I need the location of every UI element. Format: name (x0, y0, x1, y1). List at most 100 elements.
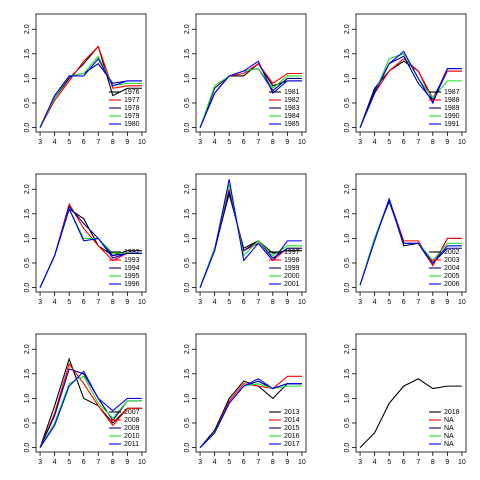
plot-frame (355, 173, 467, 293)
x-tick-label: 10 (138, 139, 146, 146)
legend-label: 2018 (444, 409, 460, 416)
y-tick-label: 1.5 (24, 49, 31, 59)
legend-label: 2005 (444, 273, 460, 280)
y-tick-label: 0.5 (344, 258, 351, 268)
y-tick-label: 2.0 (24, 344, 31, 354)
x-tick-label: 4 (213, 459, 217, 466)
x-tick-label: 10 (298, 139, 306, 146)
legend-label: 2016 (284, 433, 300, 440)
legend-label: 1983 (284, 105, 300, 112)
y-tick-label: 0.5 (184, 418, 191, 428)
legend-label: 1982 (284, 97, 300, 104)
x-tick-label: 6 (82, 459, 86, 466)
y-tick-label: 1.5 (24, 369, 31, 379)
x-tick-label: 7 (416, 139, 420, 146)
y-tick-label: 1.0 (344, 393, 351, 403)
y-tick-label: 1.0 (24, 393, 31, 403)
y-tick-label: 2.0 (344, 184, 351, 194)
y-tick-label: 2.0 (344, 344, 351, 354)
y-tick-label: 2.0 (184, 184, 191, 194)
x-tick-label: 7 (256, 139, 260, 146)
y-tick-label: 1.5 (344, 49, 351, 59)
x-tick-label: 3 (358, 459, 362, 466)
plot-frame (35, 13, 147, 133)
legend-label: 1987 (444, 89, 460, 96)
x-tick-label: 4 (213, 139, 217, 146)
x-tick-label: 6 (242, 459, 246, 466)
legend-label: 1990 (444, 113, 460, 120)
x-tick-label: 10 (458, 139, 466, 146)
y-tick-label: 0.0 (344, 123, 351, 133)
x-tick-label: 9 (125, 459, 129, 466)
x-tick-label: 10 (298, 299, 306, 306)
series-line (199, 60, 302, 128)
x-tick-label: 8 (271, 299, 275, 306)
x-tick-label: 5 (227, 139, 231, 146)
legend-label: 1994 (124, 265, 140, 272)
legend-label: NA (444, 433, 454, 440)
x-tick-label: 5 (67, 459, 71, 466)
x-tick-label: 5 (387, 139, 391, 146)
x-tick-label: 6 (242, 139, 246, 146)
y-tick-label: 2.0 (24, 184, 31, 194)
x-tick-label: 4 (373, 459, 377, 466)
x-tick-label: 3 (38, 459, 42, 466)
x-tick-label: 8 (431, 139, 435, 146)
legend-label: 1979 (124, 113, 140, 120)
y-tick-label: 0.5 (184, 258, 191, 268)
x-tick-label: 5 (67, 299, 71, 306)
series-line (39, 55, 142, 128)
panel: 0.0 0.5 1.0 1.5 2.0 3 4 5 6 7 8 9 10 2007200820092010… (24, 333, 147, 466)
x-tick-label: 9 (285, 459, 289, 466)
legend-label: 2013 (284, 409, 300, 416)
series-line (39, 370, 142, 448)
x-tick-label: 10 (138, 299, 146, 306)
legend-label: 2017 (284, 441, 300, 448)
panel: 0.0 0.5 1.0 1.5 2.0 3 4 5 6 7 8 9 10 2002200320042005… (344, 173, 467, 306)
y-tick-label: 1.5 (24, 209, 31, 219)
series-line (39, 207, 142, 288)
x-tick-label: 3 (38, 139, 42, 146)
series-line (359, 197, 462, 286)
y-tick-label: 1.0 (184, 233, 191, 243)
legend-label: 2008 (124, 417, 140, 424)
y-tick-label: 1.5 (184, 209, 191, 219)
x-tick-label: 9 (445, 139, 449, 146)
plot-frame (355, 333, 467, 453)
y-tick-label: 0.0 (24, 283, 31, 293)
y-tick-label: 0.0 (24, 443, 31, 453)
legend-label: 1991 (444, 121, 460, 128)
y-tick-label: 1.0 (344, 73, 351, 83)
x-tick-label: 7 (256, 459, 260, 466)
x-tick-label: 7 (416, 459, 420, 466)
x-tick-label: 7 (96, 139, 100, 146)
legend-label: 2006 (444, 281, 460, 288)
legend-label: 2001 (284, 281, 300, 288)
panel: 0.0 0.5 1.0 1.5 2.0 3 4 5 6 7 8 9 10 2013201420152016… (184, 333, 307, 466)
legend-label: 2011 (124, 441, 139, 448)
y-tick-label: 1.0 (184, 73, 191, 83)
panel: 0.0 0.5 1.0 1.5 2.0 3 4 5 6 7 8 9 10 1997199819992000… (184, 173, 307, 306)
y-tick-label: 1.5 (184, 49, 191, 59)
y-tick-label: 0.0 (24, 123, 31, 133)
series-line (359, 50, 462, 128)
x-tick-label: 3 (38, 299, 42, 306)
legend-label: 2004 (444, 265, 460, 272)
x-tick-label: 9 (125, 299, 129, 306)
y-tick-label: 1.5 (344, 209, 351, 219)
y-tick-label: 2.0 (184, 24, 191, 34)
plot-frame (195, 333, 307, 453)
x-tick-label: 7 (256, 299, 260, 306)
y-tick-label: 0.0 (184, 443, 191, 453)
x-tick-label: 3 (198, 459, 202, 466)
legend-label: 1978 (124, 105, 140, 112)
x-tick-label: 8 (271, 139, 275, 146)
legend-label: 1988 (444, 97, 460, 104)
plot-frame (35, 173, 147, 293)
series-line (199, 179, 302, 288)
x-tick-label: 6 (82, 299, 86, 306)
x-tick-label: 10 (298, 459, 306, 466)
x-tick-label: 8 (111, 299, 115, 306)
legend-label: 2002 (444, 249, 460, 256)
x-tick-label: 6 (402, 459, 406, 466)
